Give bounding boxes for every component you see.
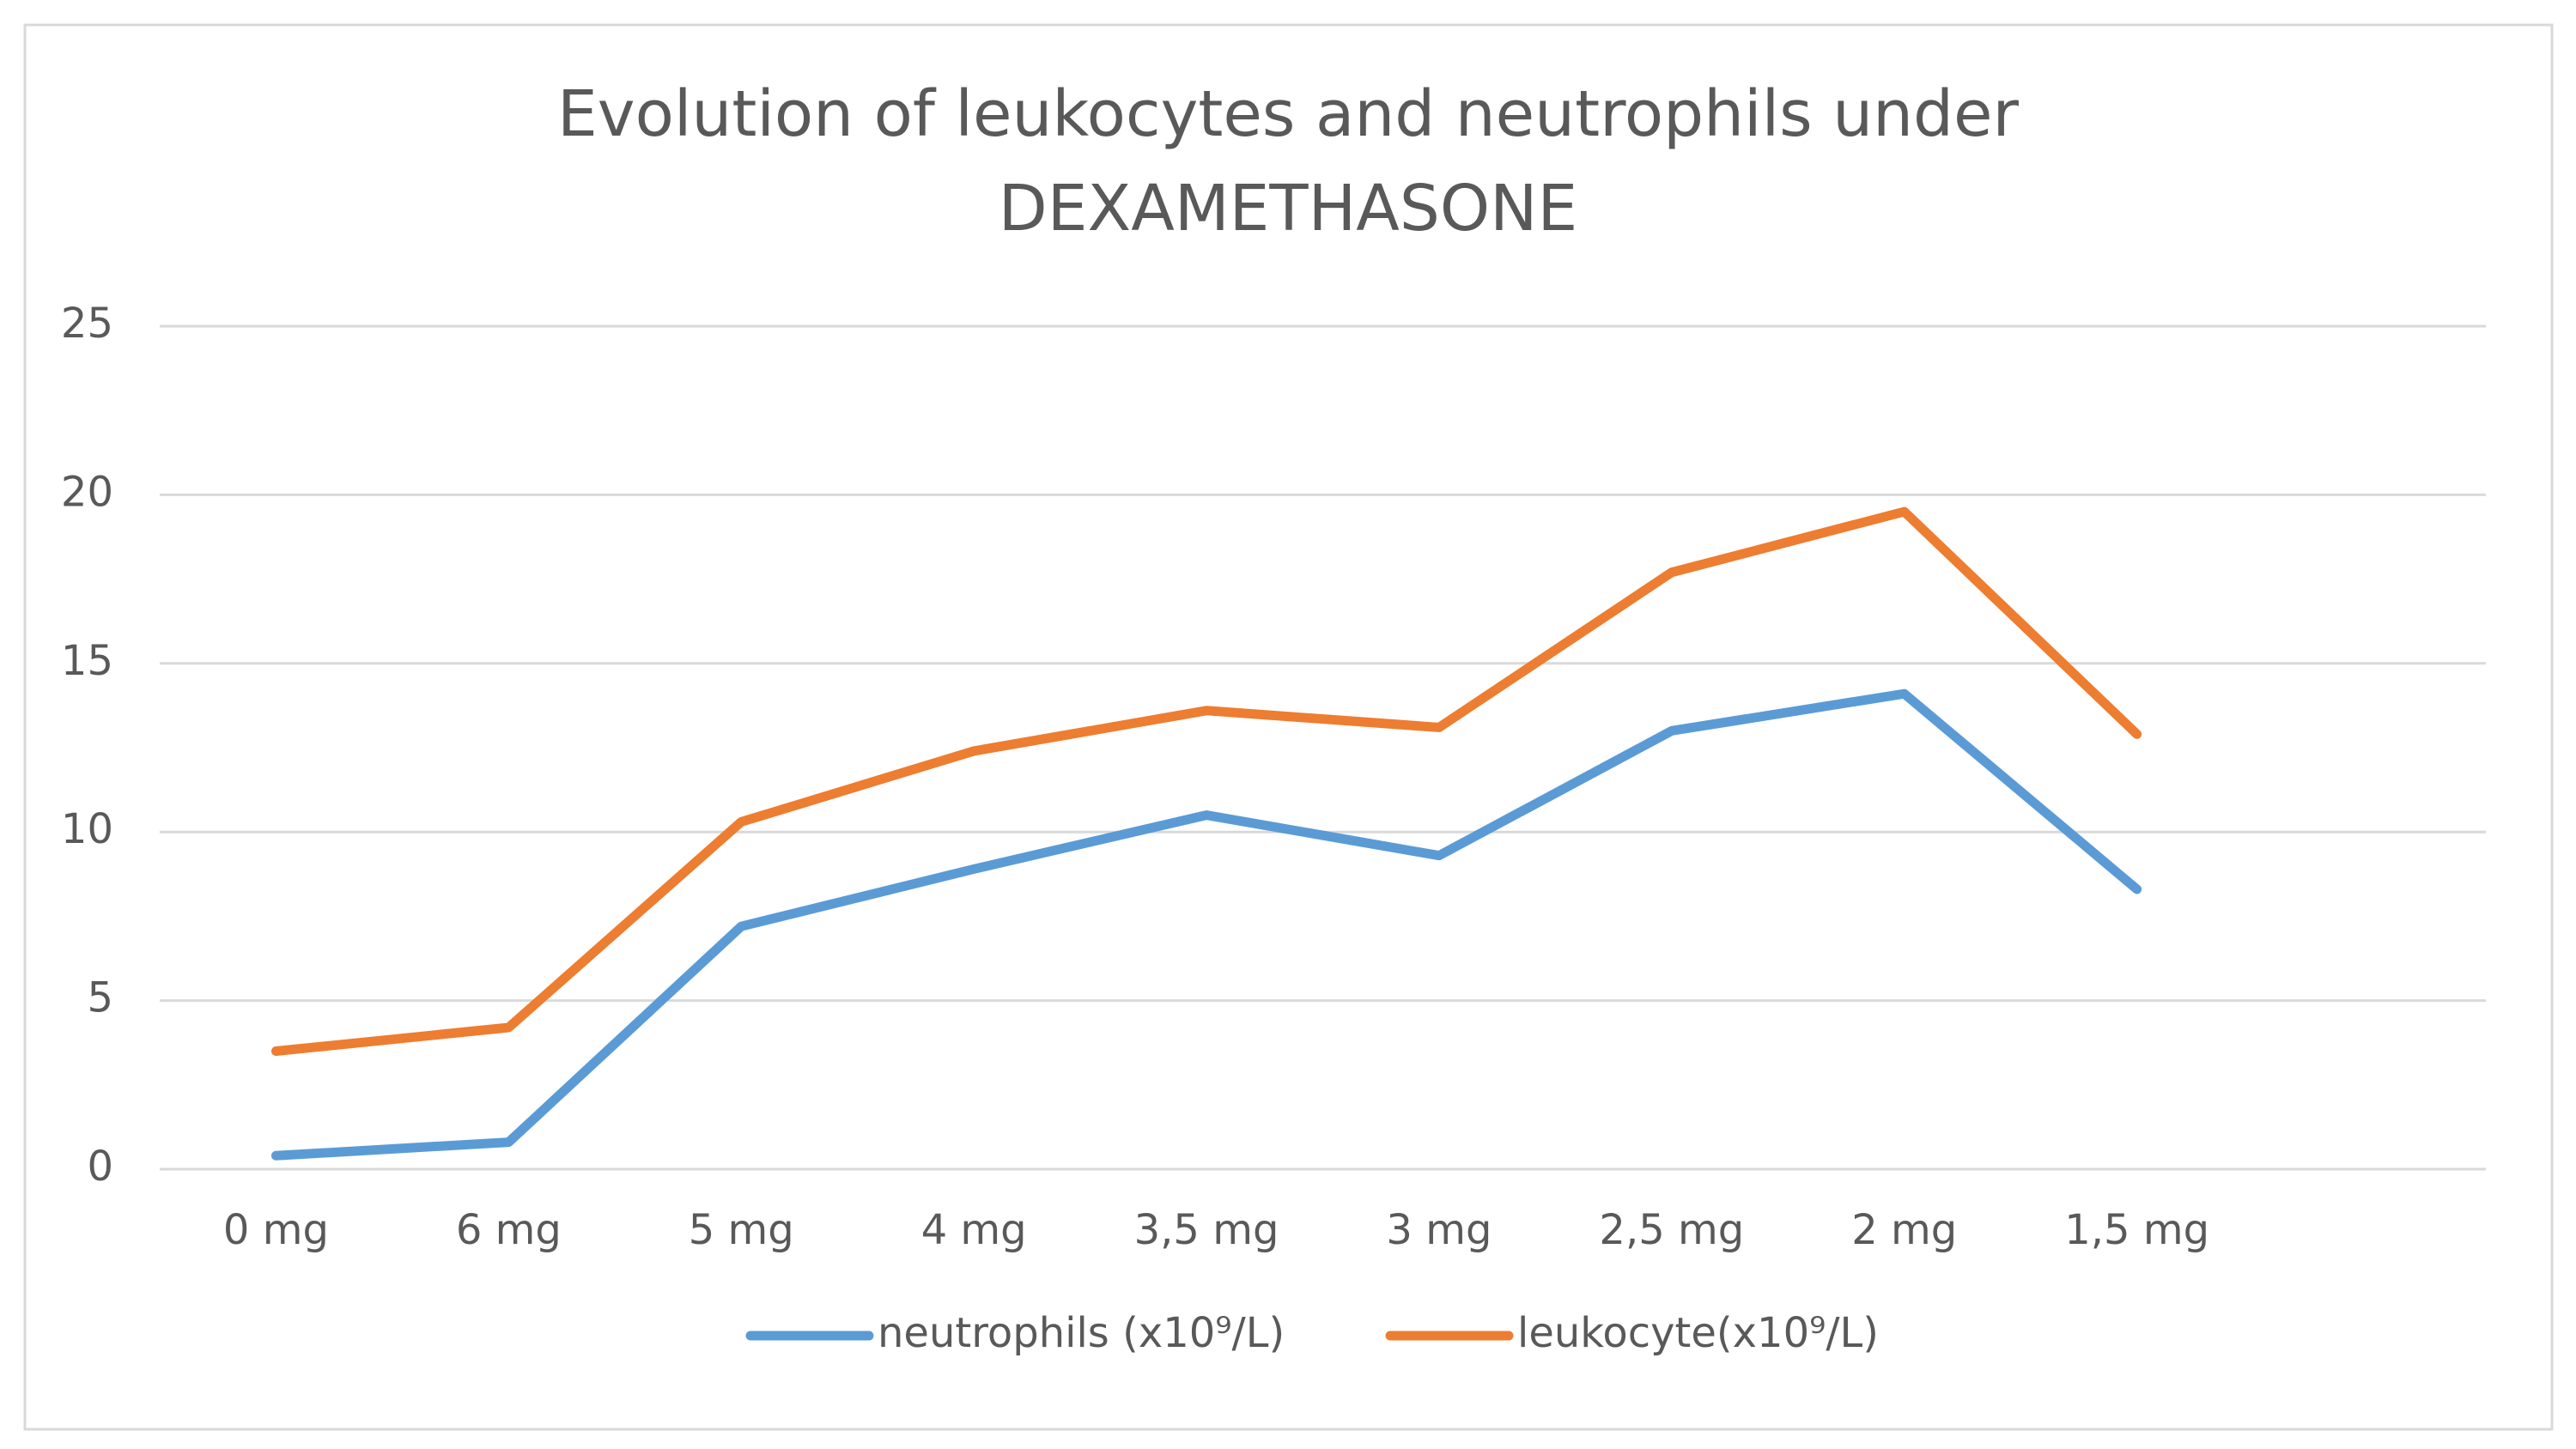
x-tick-label: 5 mg — [689, 1206, 794, 1254]
y-tick-label: 5 — [87, 974, 113, 1022]
y-tick-label: 15 — [61, 637, 113, 685]
data-line — [270, 506, 2142, 1057]
x-tick-label: 0 mg — [223, 1206, 329, 1254]
y-tick-label: 0 — [87, 1143, 113, 1191]
y-tick-label: 10 — [61, 805, 113, 853]
x-tick-label: 6 mg — [456, 1206, 562, 1254]
legend-label: leukocyte(x10⁹/L) — [1517, 1309, 1879, 1357]
y-tick-label: 20 — [61, 468, 113, 516]
x-tick-label: 3,5 mg — [1134, 1206, 1279, 1254]
data-line — [270, 688, 2142, 1161]
y-tick-label: 25 — [61, 300, 113, 348]
chart-title: Evolution of leukocytes and neutrophils … — [557, 77, 2019, 246]
x-tick-label: 4 mg — [921, 1206, 1027, 1254]
x-tick-label: 1,5 mg — [2064, 1206, 2209, 1254]
x-tick-label: 2 mg — [1851, 1206, 1957, 1254]
legend-label: neutrophils (x10⁹/L) — [878, 1309, 1285, 1357]
x-tick-label: 2,5 mg — [1599, 1206, 1744, 1254]
x-tick-label: 3 mg — [1386, 1206, 1492, 1254]
